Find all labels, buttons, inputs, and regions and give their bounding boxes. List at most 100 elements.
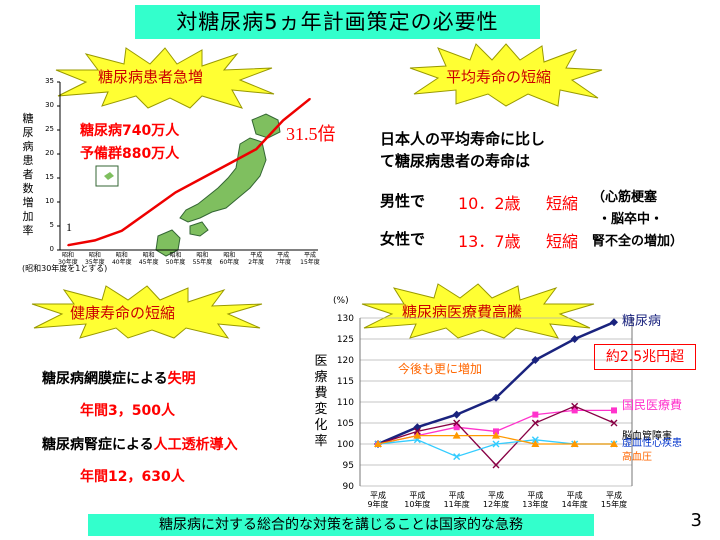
cost-point — [532, 411, 539, 418]
cost-point — [413, 423, 422, 432]
patients-ytick: 25 — [45, 125, 54, 133]
male-short: 短縮 — [546, 194, 579, 213]
cost-point — [492, 393, 500, 402]
cost-xtick: 14年度 — [562, 499, 588, 508]
cost-xtick: 平成 — [409, 490, 425, 500]
patients-xtick: 昭和 35年度 — [85, 252, 105, 266]
patients-xtick: 平成 15年度 — [300, 252, 320, 266]
patients-point — [282, 119, 284, 122]
cost-xtick: 平成 — [488, 490, 504, 500]
cost-point — [413, 431, 422, 439]
cost-ytick: 90 — [343, 482, 355, 492]
starburst-life — [409, 43, 603, 107]
cost-point — [452, 431, 461, 439]
patients-xtick: 昭和 50年度 — [165, 252, 186, 266]
patients-point — [309, 98, 311, 100]
nephropathy-line: 糖尿病腎症による人工透析導入 — [42, 434, 238, 454]
cost-point — [531, 356, 540, 364]
cost-xtick: 平成 — [449, 490, 465, 500]
male-value: 10．2歳 — [458, 194, 521, 213]
stat-prediabetes: 予備群880万人 — [80, 146, 180, 162]
cost-ytick: 115 — [337, 377, 354, 387]
cause-line-2: ・脳卒中・ — [598, 212, 664, 227]
patients-point — [120, 230, 123, 232]
cost-point — [492, 440, 500, 448]
retinopathy-line: 糖尿病網膜症による失明 — [42, 368, 196, 388]
patients-ytick: 15 — [45, 173, 54, 181]
cost-point — [453, 419, 461, 427]
cost-point — [453, 424, 460, 431]
cost-point — [492, 461, 500, 469]
cost-xtick: 11年度 — [444, 499, 470, 508]
cost-total-box: 約2.5兆円超 — [594, 344, 696, 370]
cost-point — [492, 431, 500, 439]
female-short: 短縮 — [546, 232, 579, 251]
multiplier-label: 31.5倍 — [286, 124, 336, 144]
cost-point — [531, 440, 540, 447]
life-line-2: て糖尿病患者の寿命は — [380, 152, 531, 170]
patients-point — [228, 162, 231, 165]
cost-point — [531, 436, 539, 444]
cost-point — [610, 318, 618, 327]
cost-xtick: 9年度 — [367, 499, 388, 508]
blindness-count: 年間3，500人 — [80, 403, 175, 419]
cost-ytick: 110 — [337, 398, 354, 408]
retinopathy-prefix: 糖尿病網膜症による — [42, 371, 168, 387]
starburst-cost — [361, 283, 595, 339]
cost-point — [570, 335, 579, 343]
start-value-label: 1 — [66, 220, 72, 234]
patients-growth-line — [67, 97, 311, 247]
cost-legend-label: 高血圧 — [622, 452, 652, 463]
dialysis-label: 人工透析導入 — [153, 437, 238, 453]
cost-unit: (%) — [333, 296, 349, 306]
cause-line-3: 腎不全の増加） — [592, 234, 684, 249]
female-label: 女性で — [380, 230, 426, 248]
starburst-health — [31, 285, 263, 339]
patients-ytick: 35 — [45, 77, 54, 85]
stat-diabetes: 糖尿病740万人 — [80, 123, 180, 139]
patients-xtick: 昭和 45年度 — [138, 252, 159, 266]
cost-series-line — [377, 439, 614, 458]
cost-ytick: 125 — [337, 335, 354, 345]
cost-legend-label: 国民医療費 — [622, 398, 683, 413]
cost-ylabel: 医療費変化率 — [314, 354, 328, 449]
cost-xtick: 15年度 — [601, 499, 627, 508]
cost-point — [571, 407, 578, 414]
male-label: 男性で — [380, 192, 426, 210]
patients-point — [94, 239, 96, 242]
nephropathy-prefix: 糖尿病腎症による — [42, 437, 154, 453]
patients-xtick: 昭和 30年度 — [58, 252, 78, 266]
cost-yticks: 90 95 100 105 110 115 120 125 130 — [337, 314, 354, 492]
burst-life-label: 平均寿命の短縮 — [446, 68, 552, 86]
starburst-patients — [55, 47, 275, 109]
patients-series — [67, 97, 311, 247]
cost-xticks: 平成9年度平成10年度平成11年度平成12年度平成13年度平成14年度平成15年… — [367, 490, 627, 508]
patients-ytick: 20 — [45, 149, 54, 157]
footer-banner: 糖尿病に対する総合的な対策を講じることは国家的な急務 — [88, 514, 594, 536]
cost-point — [531, 419, 539, 427]
female-value: 13．7歳 — [458, 232, 521, 251]
patients-xtick: 平成 2年度 — [248, 252, 265, 266]
cost-legend-label: 脳血管障害 — [622, 431, 672, 442]
patients-point — [67, 244, 69, 246]
cost-ytick: 100 — [337, 440, 354, 450]
burst-patients-label: 糖尿病患者急増 — [98, 68, 204, 86]
patients-point — [147, 210, 150, 213]
patients-ytick: 30 — [45, 101, 54, 109]
patients-axes — [57, 81, 318, 251]
cost-ytick: 120 — [337, 356, 354, 366]
patients-ytick: 0 — [49, 245, 54, 253]
cost-grid — [359, 317, 633, 487]
cost-ytick: 95 — [343, 461, 354, 471]
baseline-note: (昭和30年度を1とする) — [22, 264, 108, 273]
cost-xtick: 平成 — [527, 490, 543, 500]
patients-point — [174, 191, 177, 194]
page-title: 対糖尿病5ヵ年計画策定の必要性 — [135, 5, 540, 39]
cost-ytick: 105 — [337, 419, 354, 429]
patients-xtick: 平成 7年度 — [275, 252, 292, 266]
cost-point — [374, 440, 382, 447]
dialysis-count: 年間12，630人 — [80, 469, 185, 485]
patients-ytick: 5 — [49, 221, 54, 229]
cost-xtick: 平成 — [606, 490, 622, 500]
